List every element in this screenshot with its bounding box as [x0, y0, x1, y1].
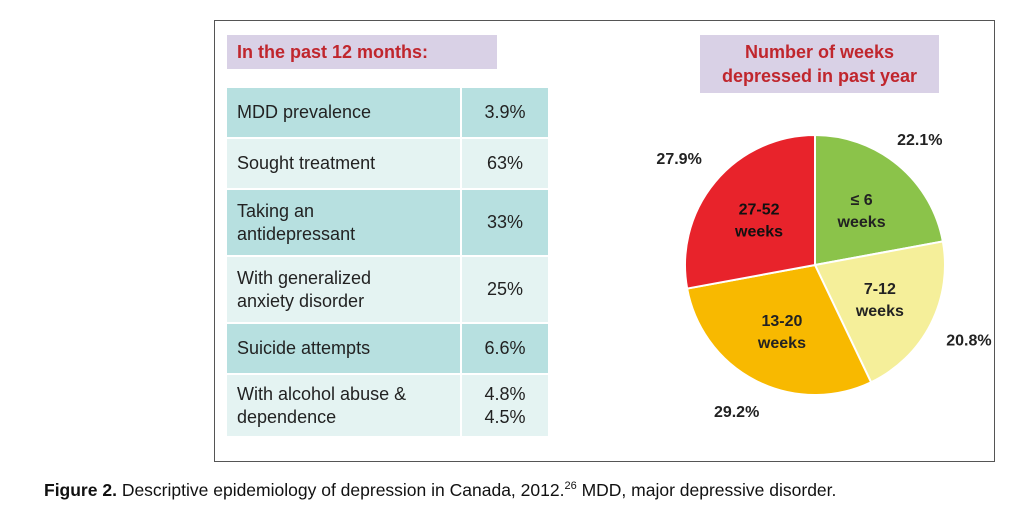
caption-text-after: MDD, major depressive disorder. — [581, 480, 837, 500]
pie-slice-label: 27-52 weeks — [734, 201, 783, 240]
row-value: 3.9% — [460, 88, 548, 137]
pie-slice-label-line: weeks — [757, 335, 806, 352]
table-row: With generalized anxiety disorder 25% — [227, 257, 548, 322]
pie-title-line-2: depressed in past year — [721, 66, 918, 86]
pie-slice-label-line: weeks — [734, 223, 783, 240]
row-value-line: 63% — [486, 153, 524, 173]
row-label-line: With generalized — [237, 267, 372, 288]
table-row: Taking an antidepressant 33% — [227, 190, 548, 255]
pie-slice-label-line: 27-52 — [739, 201, 780, 218]
row-value: 33% — [460, 190, 548, 255]
row-label-line: Taking an — [237, 200, 315, 221]
table-row: With alcohol abuse & dependence 4.8% 4.5% — [227, 375, 548, 436]
row-label-line: Suicide attempts — [237, 338, 371, 358]
caption-reference: 26 — [564, 480, 577, 493]
pie-slice-label-line: 7-12 — [864, 281, 896, 298]
pie-slice-label: ≤ 6 weeks — [837, 192, 886, 231]
caption-text: Descriptive epidemiology of depression i… — [121, 480, 565, 500]
pie-slice-label: 7-12 weeks — [855, 281, 904, 320]
row-label: Suicide attempts — [227, 324, 460, 373]
row-value: 63% — [460, 139, 548, 188]
pie-slice — [685, 263, 873, 396]
table-row: MDD prevalence 3.9% — [227, 88, 548, 137]
pie-slice — [813, 240, 946, 384]
row-value-line: 25% — [486, 279, 524, 299]
row-value-line: 4.5% — [484, 406, 526, 427]
row-value: 4.8% 4.5% — [460, 375, 548, 436]
row-value-line: 3.9% — [484, 102, 526, 122]
pie-slice — [684, 133, 816, 290]
row-label-line: anxiety disorder — [237, 290, 365, 311]
row-label-line: Sought treatment — [237, 153, 376, 173]
row-value: 25% — [460, 257, 548, 322]
row-label: With alcohol abuse & dependence — [227, 375, 460, 436]
table-title-text: In the past 12 months: — [237, 41, 429, 62]
pie-value-label: 22.1% — [897, 132, 942, 149]
pie-value-label: 20.8% — [946, 332, 991, 349]
pie-slice-label-line: 13-20 — [761, 313, 802, 330]
figure-caption: Figure 2. Descriptive epidemiology of de… — [44, 480, 836, 501]
row-label-line: antidepressant — [237, 223, 356, 244]
pie-value-label: 27.9% — [656, 151, 701, 168]
pie-slice-label-line: weeks — [837, 214, 886, 231]
figure-label: Figure 2. — [44, 480, 117, 500]
pie-chart-title: Number of weeks depressed in past year — [700, 35, 939, 93]
table-row: Suicide attempts 6.6% — [227, 324, 548, 373]
figure-frame — [214, 20, 995, 462]
stats-table: MDD prevalence 3.9% Sought treatment 63% Tak… — [227, 86, 548, 438]
row-value-line: 33% — [486, 212, 524, 232]
row-value-line: 6.6% — [484, 338, 526, 358]
pie-title-line-1: Number of weeks — [744, 42, 895, 62]
row-label-line: MDD prevalence — [237, 102, 372, 122]
pie-slice-label: 13-20 weeks — [757, 313, 806, 352]
table-title: In the past 12 months: — [227, 35, 497, 69]
pie-slice-label-line: weeks — [855, 303, 904, 320]
pie-value-label: 29.2% — [714, 404, 759, 420]
row-value-line: 4.8% — [484, 383, 526, 404]
row-label-line: dependence — [237, 406, 337, 427]
row-label-line: With alcohol abuse & — [237, 383, 407, 404]
pie-slice — [814, 133, 945, 267]
pie-chart: ≤ 6 weeks 22.1% 7-12 weeks 20.8% 13-20 weeks 29.… — [656, 132, 991, 420]
row-label: Taking an antidepressant — [227, 190, 460, 255]
pie-slice-label-line: ≤ 6 — [851, 192, 873, 209]
row-label: With generalized anxiety disorder — [227, 257, 460, 322]
table-row: Sought treatment 63% — [227, 139, 548, 188]
row-label: Sought treatment — [227, 139, 460, 188]
row-label: MDD prevalence — [227, 88, 460, 137]
row-value: 6.6% — [460, 324, 548, 373]
